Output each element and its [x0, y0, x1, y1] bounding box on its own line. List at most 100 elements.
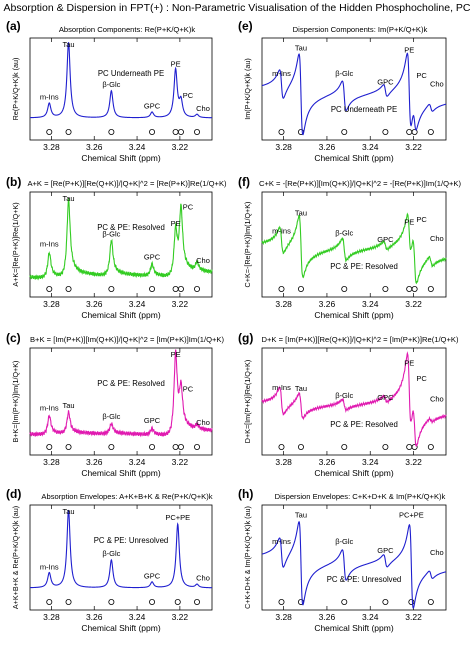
peak-marker [411, 128, 418, 135]
y-axis-label: C+K+D+K & Im(P+K/Q+K)k (au) [243, 506, 252, 609]
x-tick-label: 3.28 [43, 457, 60, 467]
peak-label: Cho [430, 234, 444, 243]
x-tick-label: 3.26 [319, 142, 336, 152]
figure-title-text: Absorption & Dispersion in FPT(+) : Non-… [3, 2, 471, 14]
peak-marker [194, 599, 201, 606]
panel-b: (b) A+K = [Re(P+K)][Re(Q+K)]/|Q+K|^2 = [R… [6, 175, 227, 320]
x-axis-label: Chemical Shift (ppm) [314, 310, 394, 320]
x-tick-label: 3.26 [319, 457, 336, 467]
peak-marker [177, 443, 184, 450]
panel-title: D+K = [Im(P+K)][Re(Q+K)]/|Q+K|^2 = [Im(P… [262, 335, 459, 344]
x-tick-label: 3.24 [362, 299, 379, 309]
peak-label: Cho [430, 80, 444, 89]
panel-annotation: PC & PE: Resolved [330, 262, 398, 271]
peak-marker [341, 128, 348, 135]
x-tick-label: 3.28 [275, 299, 292, 309]
x-tick-label: 3.22 [172, 457, 189, 467]
x-tick-label: 3.22 [405, 142, 422, 152]
peak-marker [46, 443, 53, 450]
x-tick-label: 3.28 [43, 142, 60, 152]
panel-letter: (c) [6, 331, 21, 345]
peak-marker [108, 443, 115, 450]
peak-marker [172, 128, 179, 135]
plot-frame [261, 191, 447, 298]
x-tick-label: 3.24 [362, 612, 379, 622]
peak-label: m-Ins [40, 239, 59, 248]
peak-label: GPC [377, 235, 394, 244]
peak-marker [149, 128, 156, 135]
panel-e: (e) Dispersion Components: Im(P+K/Q+K)k Im… [238, 19, 447, 163]
peak-marker [341, 443, 348, 450]
peak-label: GPC [377, 78, 394, 87]
peak-marker [278, 285, 285, 292]
x-axis-label: Chemical Shift (ppm) [81, 468, 161, 478]
spectrum-line [29, 349, 213, 438]
y-axis-label: A+K=[Re(P+K)]Re(1/Q+K) [11, 202, 20, 286]
peak-marker [382, 285, 389, 292]
peak-label: β-Glc [335, 391, 353, 400]
peak-label: β-Glc [335, 69, 353, 78]
peak-label: PC+PE [399, 511, 424, 520]
peak-marker [46, 285, 53, 292]
plot-frame [29, 504, 213, 611]
panel-annotation: PC & PE: Resolved [97, 223, 165, 232]
peak-marker [411, 443, 418, 450]
x-tick-label: 3.28 [43, 612, 60, 622]
x-axis-label: Chemical Shift (ppm) [81, 153, 161, 163]
x-tick-label: 3.22 [172, 299, 189, 309]
peak-marker [172, 443, 179, 450]
plot-frame [29, 191, 213, 298]
peak-label: m-Ins [272, 537, 291, 546]
peak-label: β-Glc [102, 80, 120, 89]
peak-label: GPC [377, 393, 394, 402]
panel-letter: (g) [238, 331, 253, 345]
figure-title: Absorption & Dispersion in FPT(+) : Non-… [0, 2, 474, 14]
x-tick-label: 3.26 [86, 299, 103, 309]
x-tick-label: 3.24 [129, 612, 146, 622]
peak-label: m-Ins [40, 404, 59, 413]
peak-label: PE [171, 59, 181, 68]
peak-marker [65, 443, 72, 450]
peak-label: Cho [196, 418, 210, 427]
peak-marker [427, 599, 434, 606]
x-tick-label: 3.22 [405, 299, 422, 309]
x-tick-label: 3.26 [86, 612, 103, 622]
panel-annotation: PC & PE: Unresolved [327, 575, 402, 584]
x-axis-label: Chemical Shift (ppm) [314, 623, 394, 633]
peak-marker [427, 443, 434, 450]
x-tick-label: 3.24 [362, 142, 379, 152]
spectrum-line [29, 197, 213, 281]
peak-label: m-Ins [272, 226, 291, 235]
x-tick-label: 3.22 [172, 612, 189, 622]
x-tick-label: 3.22 [172, 142, 189, 152]
peak-marker [278, 443, 285, 450]
peak-marker [278, 599, 285, 606]
x-tick-label: 3.24 [129, 142, 146, 152]
peak-marker [194, 128, 201, 135]
panel-title: Absorption Envelopes: A+K+B+K & Re(P+K/Q… [41, 492, 212, 501]
panel-letter: (f) [238, 175, 250, 189]
peak-label: PC [183, 91, 194, 100]
x-tick-label: 3.22 [405, 457, 422, 467]
peak-label: Cho [196, 256, 210, 265]
peak-marker [382, 599, 389, 606]
plot-frame [29, 37, 213, 141]
peak-marker [408, 599, 415, 606]
peak-label: PE [404, 217, 414, 226]
peak-marker [427, 285, 434, 292]
x-axis-label: Chemical Shift (ppm) [81, 310, 161, 320]
peak-label: m-Ins [40, 93, 59, 102]
peak-label: Tau [62, 507, 74, 516]
peak-label: PC+PE [165, 513, 190, 522]
peak-marker [194, 285, 201, 292]
panel-title: Dispersion Components: Im(P+K/Q+K)k [293, 25, 428, 34]
panel-title: C+K = -[Re(P+K)][Im(Q+K)]/|Q+K|^2 = -[Re… [259, 179, 462, 188]
peak-label: β-Glc [335, 537, 353, 546]
peak-label: GPC [144, 101, 161, 110]
peak-marker [65, 285, 72, 292]
peak-marker [411, 285, 418, 292]
peak-label: Cho [196, 574, 210, 583]
peak-label: m-Ins [272, 383, 291, 392]
panel-c: (c) B+K = [Im(P+K)][Im(Q+K)]/|Q+K|^2 = [I… [6, 331, 224, 478]
